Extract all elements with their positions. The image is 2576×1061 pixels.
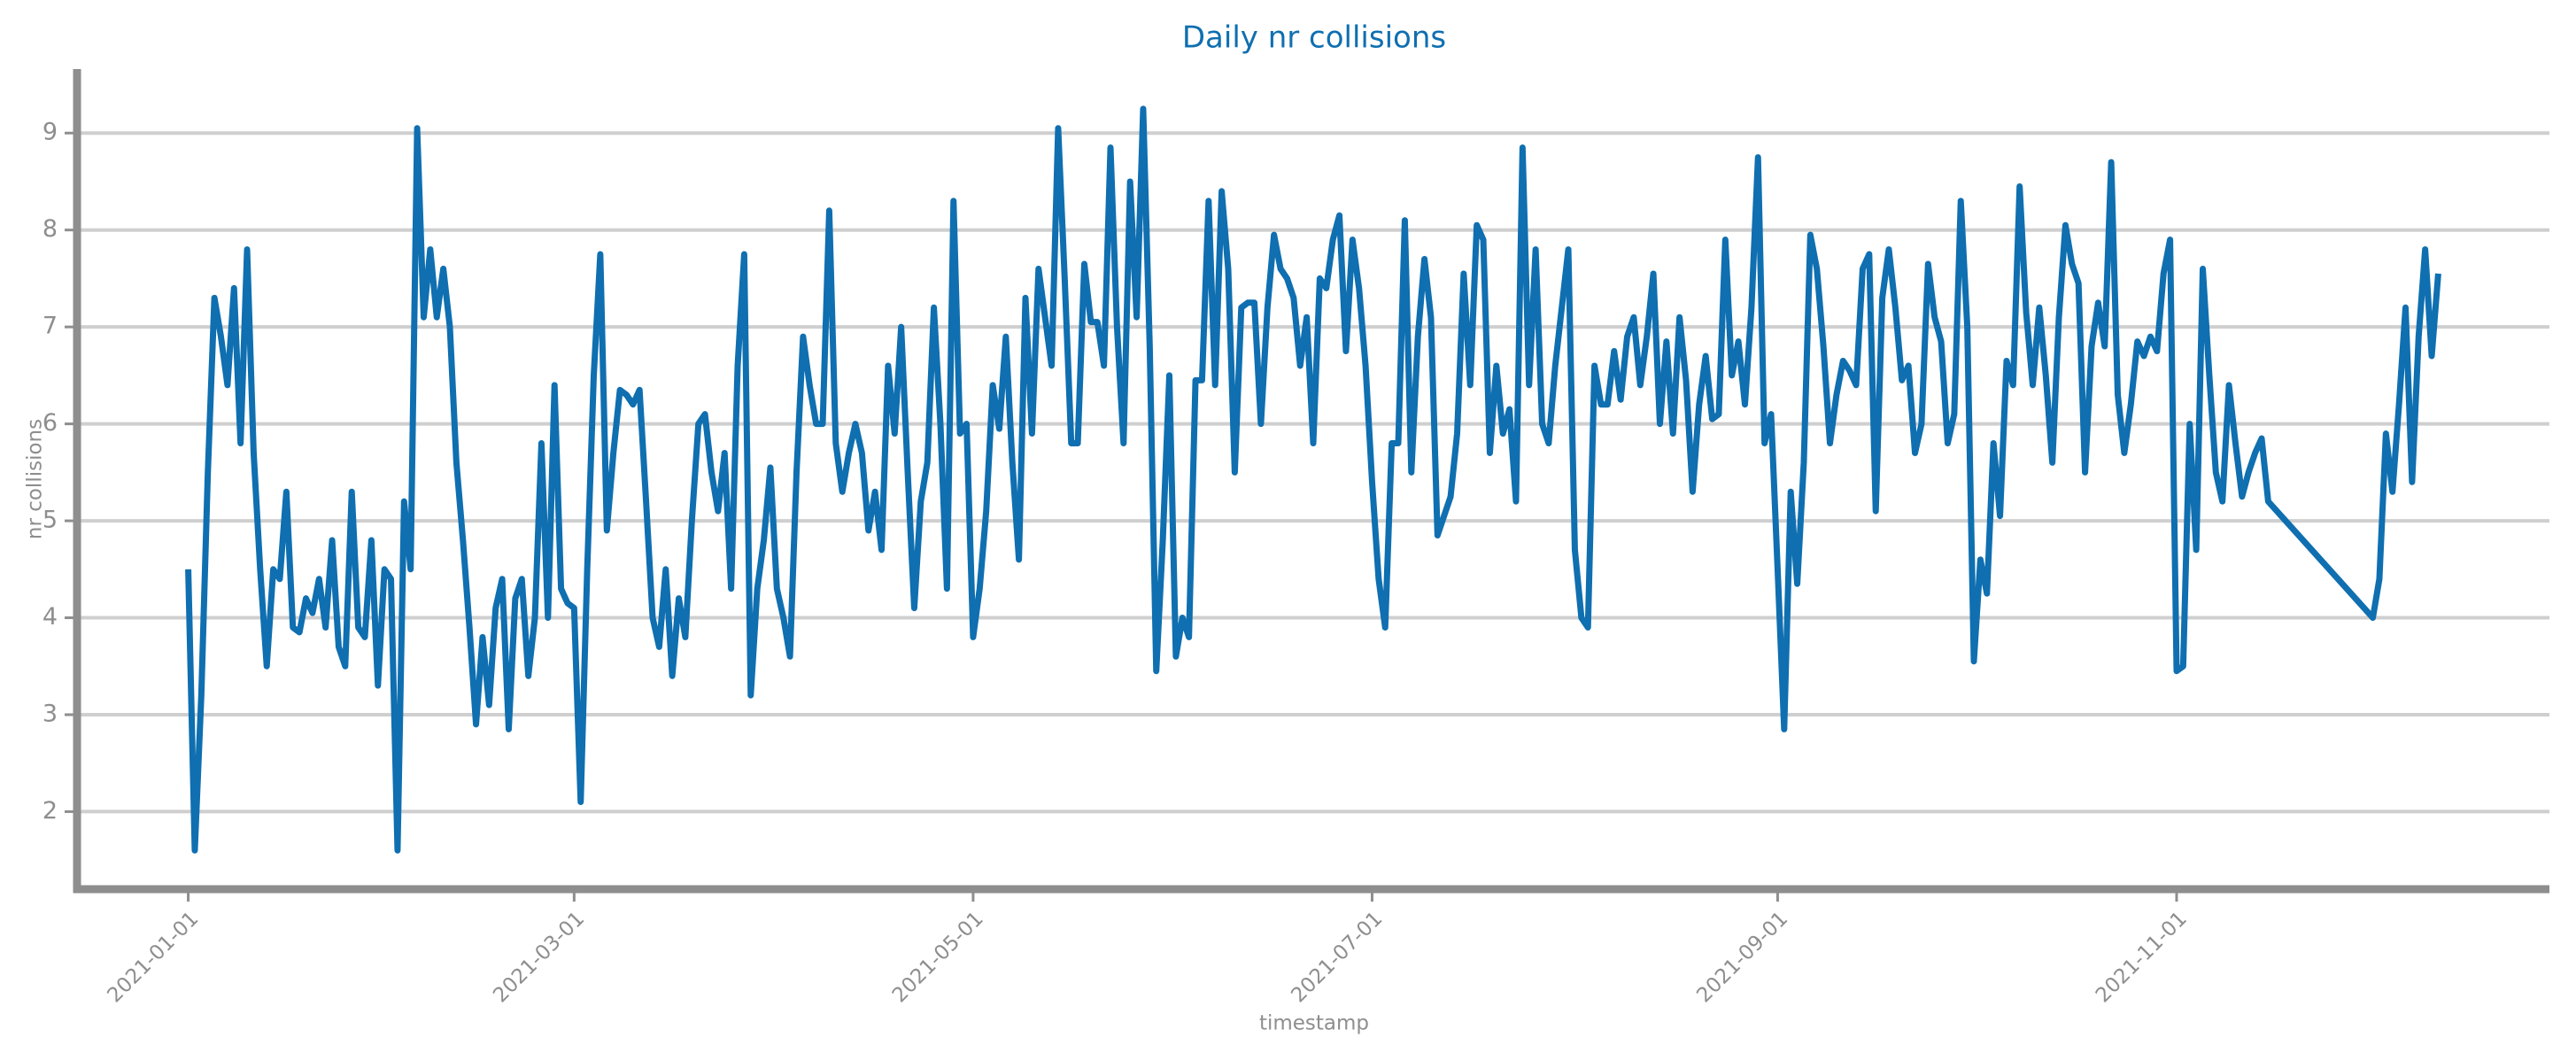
data-line (185, 105, 2441, 854)
y-tick-label: 8 (43, 215, 58, 243)
x-tick-label: 2021-07-01 (1287, 907, 1387, 1007)
y-tick-label: 2 (43, 797, 58, 825)
y-tick-label: 3 (43, 700, 58, 727)
x-tick-label: 2021-11-01 (2092, 907, 2192, 1007)
x-tick-label: 2021-03-01 (489, 907, 589, 1007)
x-axis-label: timestamp (1259, 1012, 1369, 1035)
y-tick-label: 7 (43, 313, 58, 340)
y-tick-label: 9 (43, 119, 58, 146)
y-tick-label: 5 (43, 507, 58, 534)
y-tick-label: 6 (43, 409, 58, 437)
y-tick-label: 4 (43, 603, 58, 631)
x-tick-label: 2021-01-01 (103, 907, 203, 1007)
y-axis-label: nr collisions (24, 419, 47, 539)
x-tick-label: 2021-09-01 (1692, 907, 1792, 1007)
chart-title: Daily nr collisions (1182, 20, 1446, 56)
x-tick-label: 2021-05-01 (888, 907, 988, 1007)
